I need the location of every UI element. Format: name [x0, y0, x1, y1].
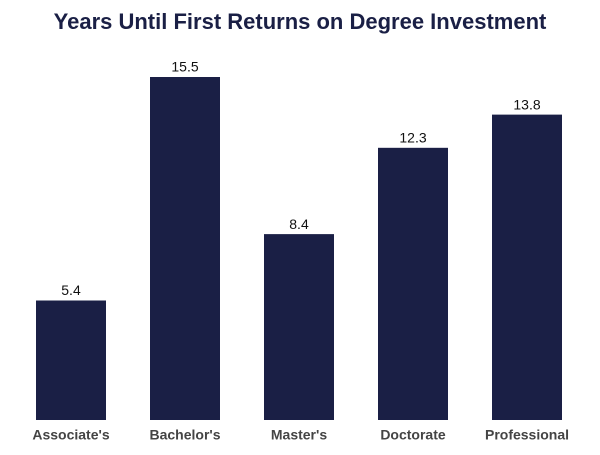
bar: [264, 234, 334, 420]
chart-title: Years Until First Returns on Degree Inve…: [54, 9, 547, 34]
x-tick-label: Associate's: [32, 427, 109, 443]
value-label: 5.4: [61, 282, 81, 298]
bar: [378, 147, 448, 420]
x-tick-label: Doctorate: [380, 427, 446, 443]
x-tick-label: Master's: [271, 427, 327, 443]
value-label: 13.8: [513, 96, 540, 112]
bar: [492, 114, 562, 420]
x-tick-label: Professional: [485, 427, 569, 443]
value-label: 8.4: [289, 216, 309, 232]
bar: [150, 77, 220, 420]
x-tick-label: Bachelor's: [149, 427, 220, 443]
bar: [36, 300, 106, 420]
value-label: 15.5: [171, 59, 198, 75]
value-label: 12.3: [399, 130, 426, 146]
